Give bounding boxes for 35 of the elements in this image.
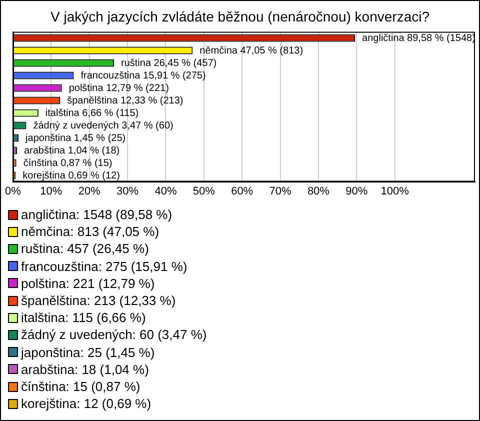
text: angličtina: 1548 (89,58 %) xyxy=(21,206,172,224)
x-tick-label: 60% xyxy=(231,185,254,198)
x-tick-label: 10% xyxy=(40,185,62,198)
x-tick-label: 0% xyxy=(5,185,22,198)
text: polština: 221 (12,79 %) xyxy=(21,274,155,292)
text: korejština: 12 (0,69 %) xyxy=(21,395,152,412)
text: italština: 115 (6,66 %) xyxy=(21,309,146,326)
text: francouzština: 275 (15,91 %) xyxy=(21,258,188,275)
text: ruština: 457 (26,45 %) xyxy=(21,240,149,258)
chart-title: V jakých jazycích zvládáte běžnou (nenáročnou) konverzaci? xyxy=(50,8,430,24)
category-label: polština 12,79 % (221) xyxy=(68,82,169,94)
text: japonština: 25 (1,45 %) xyxy=(21,344,155,361)
text: němčina: 813 (47,05 %) xyxy=(21,223,160,240)
category-label: italština 6,66 % (115) xyxy=(45,108,139,119)
x-tick-label: 100% xyxy=(380,185,410,198)
x-tick-label: 80% xyxy=(307,185,330,198)
x-tick-label: 90% xyxy=(346,185,368,198)
category-label: arabština 1,04 % (18) xyxy=(24,145,120,156)
category-label: ruština 26,45 % (457) xyxy=(120,58,217,69)
category-label: němčina 47,05 % (813) xyxy=(200,45,304,56)
category-label: žádný z uvedených 3,47 % (60) xyxy=(33,120,174,132)
category-label: čínština 0,87 % (15) xyxy=(23,158,112,169)
category-label: japonština 1,45 % (25) xyxy=(26,132,126,144)
category-label: španělština 12,33 % (213) xyxy=(67,95,184,106)
x-tick-label: 40% xyxy=(154,185,177,198)
x-tick-label: 30% xyxy=(116,185,139,198)
x-tick-label: 50% xyxy=(192,185,216,198)
text: arabština: 18 (1,04 %) xyxy=(21,360,149,378)
category-label: francouzština 15,91 % (275) xyxy=(80,70,206,82)
text: žádný z uvedených: 60 (3,47 %) xyxy=(21,326,207,344)
x-tick-label: 20% xyxy=(78,185,101,198)
category-label: korejština 0,69 % (12) xyxy=(22,170,120,182)
x-tick-label: 70% xyxy=(269,185,292,198)
text: čínština: 15 (0,87 %) xyxy=(21,378,140,396)
text: španělština: 213 (12,33 %) xyxy=(21,292,176,310)
